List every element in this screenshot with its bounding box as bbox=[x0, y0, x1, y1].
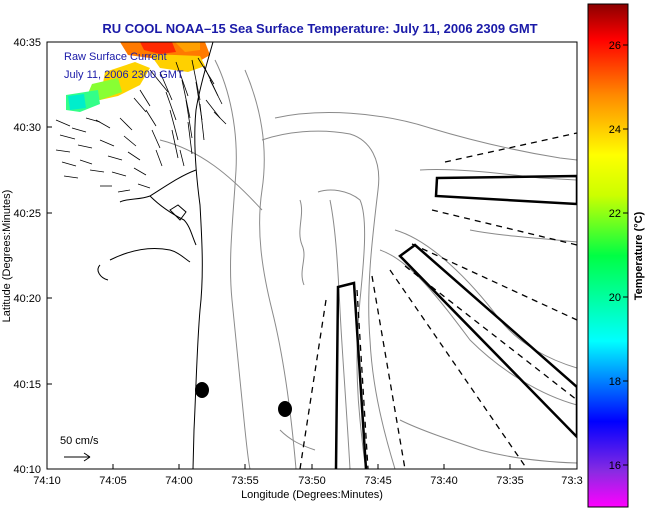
surface-current-vectors bbox=[55, 57, 227, 193]
y-tick-label: 40:25 bbox=[13, 208, 41, 220]
colorbar-gradient bbox=[587, 3, 629, 508]
x-tick-label: 73:40 bbox=[430, 475, 458, 487]
plot-area bbox=[47, 42, 577, 469]
x-tick-label: 74:00 bbox=[165, 475, 193, 487]
x-tick-label: 74:10 bbox=[33, 475, 61, 487]
survey-polygons bbox=[334, 174, 577, 469]
x-tick-label: 73:3 bbox=[561, 475, 582, 487]
y-axis: 40:35 40:30 40:25 40:20 40:15 40:10 bbox=[13, 37, 52, 476]
colorbar-tick-label: 26 bbox=[609, 40, 621, 52]
colorbar: 26 24 22 20 18 16 Temperature (°C) bbox=[587, 3, 645, 508]
colorbar-tick-label: 24 bbox=[609, 124, 621, 136]
scale-arrow-label: 50 cm/s bbox=[60, 435, 99, 447]
colorbar-tick-label: 22 bbox=[609, 208, 621, 220]
colorbar-tick-label: 20 bbox=[609, 292, 621, 304]
colorbar-label: Temperature (°C) bbox=[633, 211, 645, 300]
x-axis: 74:10 74:05 74:00 73:55 73:50 73:45 73:4… bbox=[33, 464, 583, 487]
dashed-track-lines bbox=[299, 132, 577, 469]
x-tick-label: 73:55 bbox=[231, 475, 259, 487]
annotation-line-1: Raw Surface Current bbox=[64, 51, 167, 63]
figure-title: RU COOL NOAA–15 Sea Surface Temperature:… bbox=[102, 21, 537, 36]
y-tick-label: 40:15 bbox=[13, 379, 41, 391]
y-tick-label: 40:10 bbox=[13, 464, 41, 476]
y-tick-label: 40:30 bbox=[13, 122, 41, 134]
colorbar-tick-label: 16 bbox=[609, 460, 621, 472]
y-tick-label: 40:20 bbox=[13, 293, 41, 305]
x-tick-label: 73:35 bbox=[496, 475, 524, 487]
x-tick-label: 74:05 bbox=[99, 475, 127, 487]
colorbar-tick-label: 18 bbox=[609, 376, 621, 388]
bathymetry-contours bbox=[159, 59, 577, 469]
x-axis-label: Longitude (Degrees:Minutes) bbox=[241, 489, 383, 501]
y-tick-label: 40:35 bbox=[13, 37, 41, 49]
annotation-line-2: July 11, 2006 2300 GMT bbox=[64, 69, 184, 81]
y-axis-label: Latitude (Degrees:Minutes) bbox=[1, 190, 13, 323]
sst-field bbox=[66, 42, 210, 112]
scale-arrow bbox=[64, 452, 91, 462]
buoy-marker-west bbox=[195, 382, 209, 398]
x-tick-label: 73:45 bbox=[364, 475, 392, 487]
x-tick-label: 73:50 bbox=[298, 475, 326, 487]
buoy-marker-east bbox=[278, 401, 292, 417]
